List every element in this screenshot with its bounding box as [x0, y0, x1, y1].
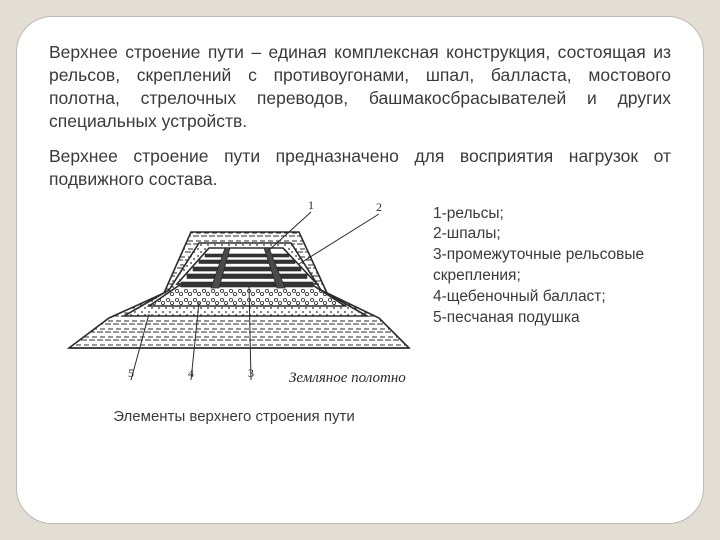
- legend-item: 5-песчаная подушка: [433, 308, 671, 329]
- diagram-figure: 1 2 3 4 5 Земляное полотно Элементы верхнего …: [49, 198, 419, 425]
- paragraph-2: Верхнее строение пути предназначено для …: [49, 145, 671, 191]
- svg-text:2: 2: [376, 200, 382, 214]
- svg-text:3: 3: [248, 366, 254, 380]
- figure-caption: Элементы верхнего строения пути: [49, 408, 419, 425]
- legend-item: 1-рельсы;: [433, 204, 671, 225]
- slide-card: Верхнее строение пути – единая комплексн…: [16, 16, 704, 524]
- content-row: 1 2 3 4 5 Земляное полотно Элементы верхнего …: [49, 198, 671, 425]
- paragraph-1: Верхнее строение пути – единая комплексн…: [49, 41, 671, 133]
- track-diagram: 1 2 3 4 5 Земляное полотно: [49, 198, 419, 408]
- legend: 1-рельсы; 2-шпалы; 3-промежуточные рельс…: [433, 204, 671, 425]
- legend-item: 2-шпалы;: [433, 224, 671, 245]
- svg-text:1: 1: [308, 198, 314, 212]
- svg-text:4: 4: [188, 366, 194, 380]
- svg-text:5: 5: [128, 366, 134, 380]
- legend-item: 3-промежуточные рельсовые скрепления;: [433, 245, 671, 287]
- svg-text:Земляное полотно: Земляное полотно: [289, 370, 406, 386]
- legend-item: 4-щебеночный балласт;: [433, 287, 671, 308]
